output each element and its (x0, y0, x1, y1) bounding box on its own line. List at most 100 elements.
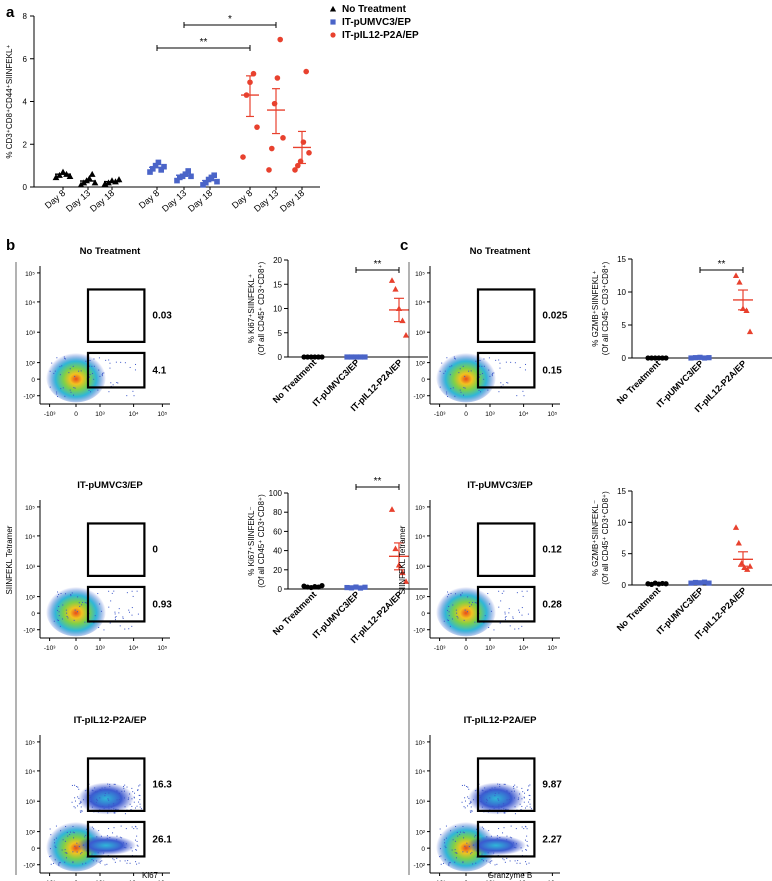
event-dot (466, 785, 468, 787)
event-dot (488, 830, 490, 832)
event-dot (134, 369, 136, 371)
event-dot (107, 812, 109, 814)
y-axis-title-sub: (Of all CD45⁺ CD3⁺CD8⁺) (601, 261, 610, 355)
event-dot (91, 859, 93, 861)
event-dot (60, 388, 62, 390)
event-dot (500, 382, 502, 384)
data-point (105, 179, 112, 186)
event-dot (454, 861, 456, 863)
event-dot (459, 368, 461, 370)
event-dot (74, 807, 76, 809)
x-tick-label: No Treatment (615, 585, 663, 633)
event-dot (463, 387, 465, 389)
event-dot (113, 859, 115, 861)
event-dot (61, 849, 63, 851)
event-dot (480, 800, 482, 802)
event-dot (53, 839, 55, 841)
event-dot (525, 849, 527, 851)
flow-plot-title: IT-pIL12-P2A/EP (464, 715, 538, 726)
flow-y-tick-label: 10⁴ (415, 769, 425, 776)
density-cloud-lower (76, 835, 136, 856)
event-dot (460, 831, 462, 833)
event-dot (503, 783, 505, 785)
legend-label: No Treatment (342, 4, 407, 15)
event-dot (79, 802, 81, 804)
event-dot (66, 831, 68, 833)
flow-y-tick-label: 10⁴ (25, 769, 35, 776)
event-dot (72, 862, 74, 864)
event-dot (77, 596, 79, 598)
event-dot (516, 786, 518, 788)
flow-y-tick-label: 10⁵ (25, 271, 35, 278)
event-dot (55, 825, 57, 827)
event-dot (66, 852, 68, 854)
event-dot (527, 789, 529, 791)
event-dot (462, 365, 464, 367)
gate-lower-value: 0.93 (152, 600, 172, 611)
event-dot (504, 783, 506, 785)
event-dot (440, 834, 442, 836)
event-dot (109, 783, 111, 785)
event-dot (64, 852, 66, 854)
density-cloud (436, 584, 496, 637)
panel-a-legend: No Treatment IT-pUMVC3/EP IT-pIL12-P2A/EP (329, 4, 419, 41)
event-dot (92, 790, 94, 792)
flow-x-tick-label: -10³ (434, 411, 446, 418)
event-dot (99, 375, 101, 377)
event-dot (72, 861, 74, 863)
event-dot (96, 791, 98, 793)
event-dot (97, 593, 99, 595)
event-dot (449, 625, 451, 627)
event-dot (119, 625, 121, 627)
event-dot (456, 831, 458, 833)
data-point (115, 176, 123, 183)
event-dot (486, 798, 488, 800)
event-dot (85, 862, 87, 864)
significance-label: ** (374, 476, 382, 487)
event-dot (85, 360, 87, 362)
x-tick-label: Day 13 (64, 188, 92, 214)
event-dot (60, 592, 62, 594)
event-dot (121, 790, 123, 792)
event-dot (509, 792, 511, 794)
event-dot (454, 840, 456, 842)
event-dot (521, 607, 523, 609)
event-dot (474, 834, 476, 836)
event-dot (123, 790, 125, 792)
event-dot (116, 790, 118, 792)
x-tick-label: Day 18 (278, 188, 306, 214)
event-dot (55, 847, 57, 849)
flow-x-tick-label: 10⁵ (547, 645, 557, 652)
event-dot (527, 613, 529, 615)
event-dot (57, 396, 59, 398)
flow-plot: IT-pUMVC3/EP 10⁵ 10⁴ 10³ 10² 0 -10² -10³ 0 10³ 10⁴… (413, 480, 562, 652)
event-dot (508, 608, 510, 610)
data-point (203, 179, 209, 186)
event-dot (523, 395, 525, 397)
event-dot (134, 807, 136, 809)
event-dot (100, 789, 102, 791)
event-dot (514, 628, 516, 630)
event-dot (76, 785, 78, 787)
event-dot (508, 612, 510, 614)
event-dot (501, 806, 503, 808)
event-dot (99, 862, 101, 864)
event-dot (131, 826, 133, 828)
data-point (392, 545, 399, 552)
event-dot (530, 808, 532, 810)
event-dot (447, 591, 449, 593)
event-dot (498, 391, 500, 393)
event-dot (452, 839, 454, 841)
event-dot (526, 863, 528, 865)
event-dot (491, 787, 493, 789)
event-dot (503, 812, 505, 814)
gate-upper-value: 16.3 (152, 779, 172, 790)
event-dot (518, 611, 520, 613)
data-point (269, 145, 275, 152)
event-dot (56, 609, 58, 611)
event-dot (493, 808, 495, 810)
event-dot (476, 856, 478, 858)
event-dot (57, 591, 59, 593)
legend-marker (330, 19, 336, 25)
